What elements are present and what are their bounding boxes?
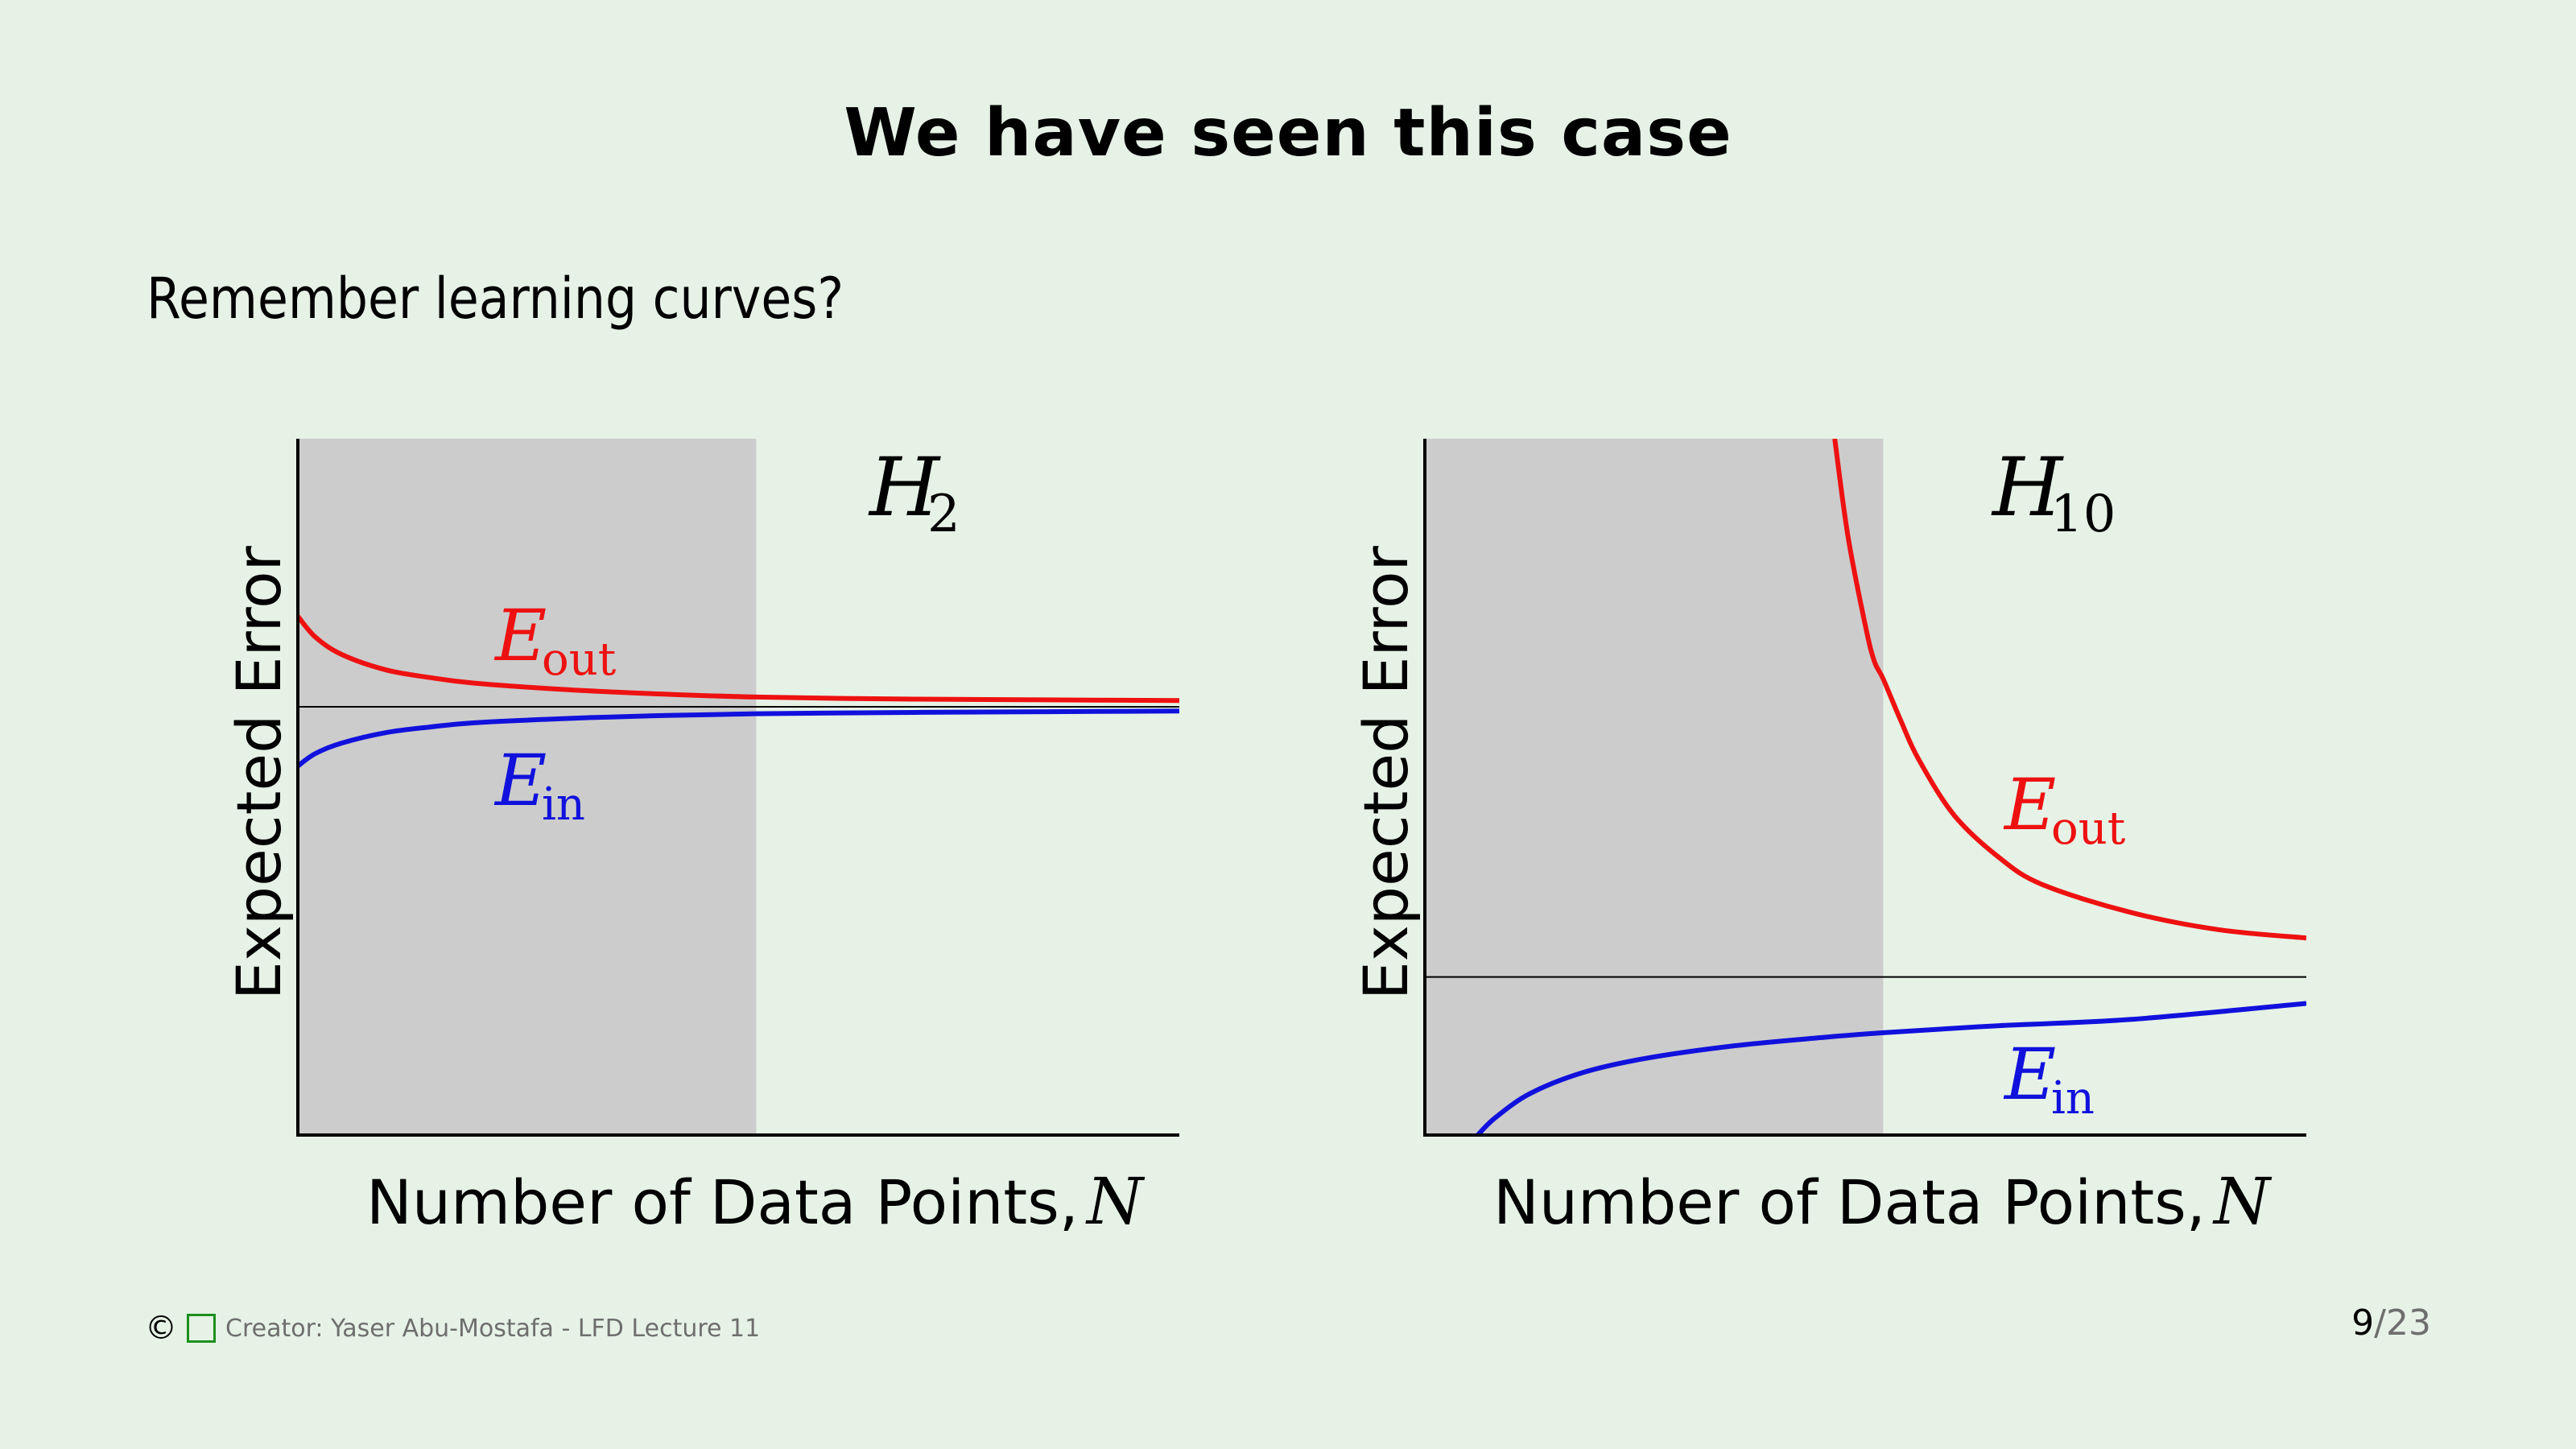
chart-0-x-axis-variable: N (1085, 1164, 1146, 1239)
copyright-icon: © (145, 1310, 177, 1347)
chart-0-series-out-label-subscript: out (542, 634, 617, 686)
footer-credit-block: © Creator: Yaser Abu-Mostafa - LFD Lectu… (145, 1310, 761, 1347)
chart-1-shaded-region (1425, 439, 1884, 1135)
chart-0-panel-label: H (868, 440, 941, 535)
chart-0-shaded-region (298, 439, 757, 1135)
chart-1-y-axis-label: Expected Error (1350, 545, 1422, 1000)
chart-1-series-in-line (1476, 1001, 2306, 1135)
chart-0-series-in-label: E (493, 739, 547, 822)
chart-1-x-axis-label: Number of Data Points, (1493, 1166, 2206, 1238)
chart-1-series-in-label-subscript: in (2051, 1072, 2095, 1125)
page-total: 23 (2386, 1302, 2431, 1344)
chart-1-series-out-label-subscript: out (2051, 803, 2126, 855)
chart-1-panel-label-subscript: 10 (2050, 485, 2116, 544)
chart-0-y-axis-label: Expected Error (223, 545, 295, 1000)
chart-1-x-axis-variable: N (2212, 1164, 2273, 1239)
page-current: 9 (2351, 1302, 2375, 1344)
chart-0-series-in-label-subscript: in (542, 778, 585, 831)
slide-subtitle: Remember learning curves? (147, 266, 844, 332)
slide-title: We have seen this case (844, 95, 1732, 171)
chart-1-panel-label: H (1991, 440, 2064, 535)
caltech-logo-icon (187, 1314, 216, 1343)
chart-0-x-axis-label: Number of Data Points, (366, 1166, 1079, 1238)
footer-credit: Creator: Yaser Abu-Mostafa - LFD Lecture… (225, 1314, 761, 1343)
page-number: 9/23 (2351, 1302, 2431, 1344)
chart-0-panel-label-subscript: 2 (927, 485, 960, 544)
page-separator: / (2374, 1302, 2386, 1344)
chart-1-series-out-label: E (2003, 763, 2056, 846)
chart-0-series-out-label: E (493, 594, 547, 677)
chart-0-series-in-line (298, 708, 1179, 768)
chart-0-series-out-line (298, 614, 1179, 704)
chart-1-series-out-line (1832, 439, 2306, 941)
chart-1-series-in-label: E (2003, 1033, 2056, 1116)
